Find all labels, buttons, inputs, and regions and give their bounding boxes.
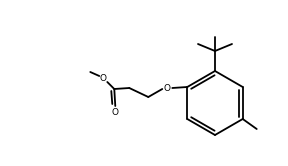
Text: O: O <box>164 83 171 92</box>
Text: O: O <box>100 74 107 83</box>
Text: O: O <box>112 108 119 117</box>
